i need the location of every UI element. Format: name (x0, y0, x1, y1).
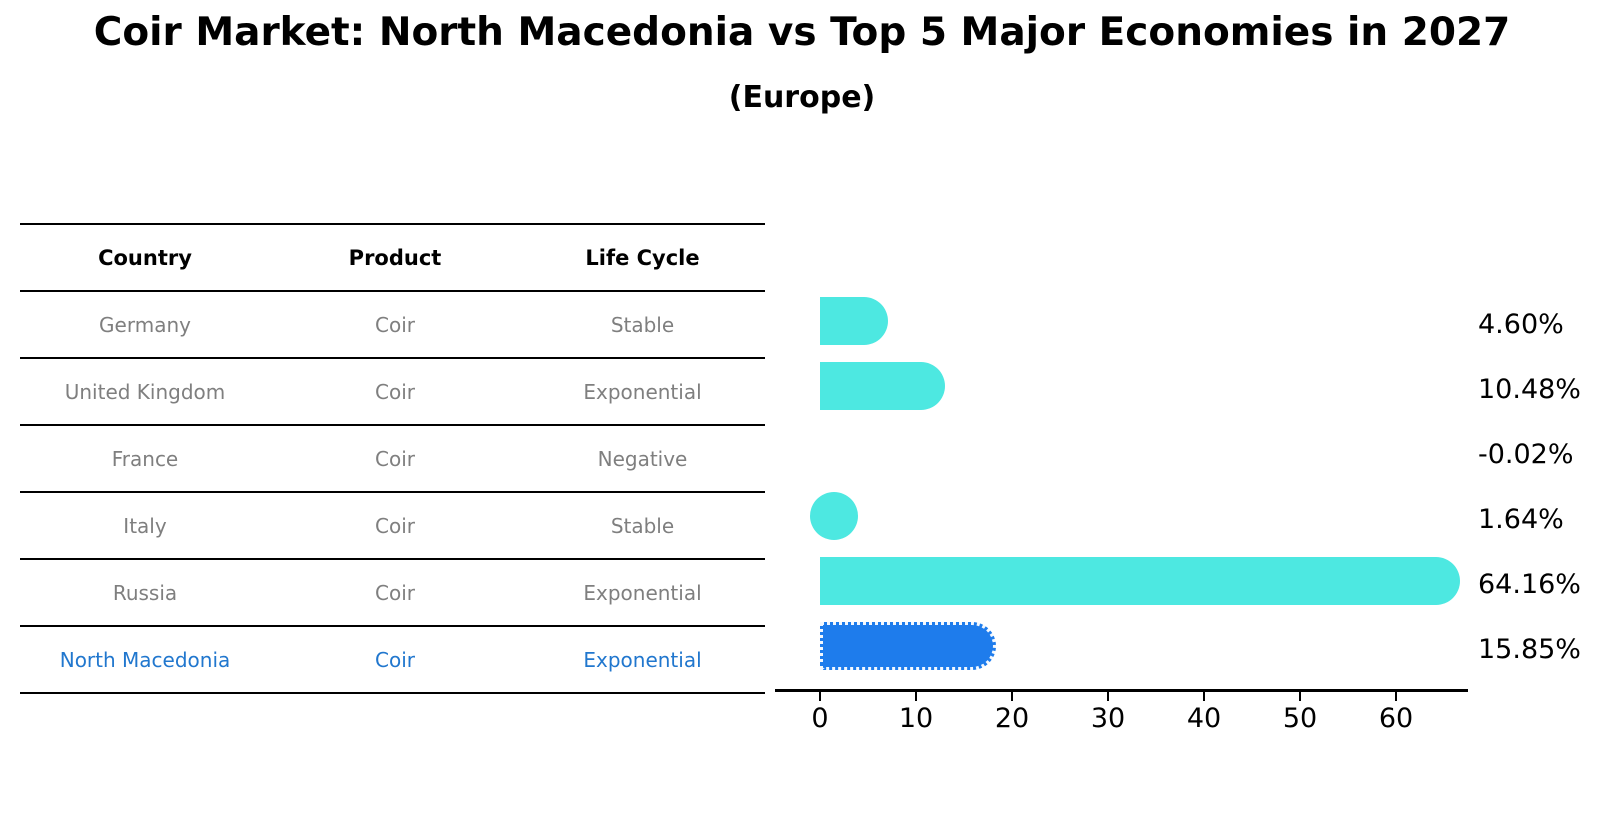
table-cell-life-cycle: Stable (610, 513, 675, 538)
table-header-row: Country Product Life Cycle (20, 223, 765, 292)
x-axis-tick-label: 30 (1090, 703, 1126, 734)
x-axis-tick-label: 50 (1282, 703, 1318, 734)
x-axis-tick (1107, 692, 1109, 701)
table-cell-country: United Kingdom (64, 379, 226, 404)
value-label: 4.60% (1478, 308, 1564, 340)
value-label: 1.64% (1478, 503, 1564, 535)
table-row: North Macedonia Coir Exponential (20, 627, 765, 694)
table-cell-country: North Macedonia (59, 647, 231, 672)
chart-title: Coir Market: North Macedonia vs Top 5 Ma… (93, 10, 1511, 55)
bar-russia (820, 556, 1460, 605)
table-cell-product: Coir (375, 312, 415, 337)
bar-united-kingdom (820, 361, 945, 410)
bar-north-macedonia (820, 621, 997, 670)
x-axis-tick-label: 40 (1186, 703, 1222, 734)
table-header-cell: Product (348, 245, 442, 270)
table-cell-product: Coir (375, 647, 415, 672)
x-axis-tick-label: 20 (994, 703, 1030, 734)
table-cell-life-cycle: Exponential (583, 379, 702, 404)
x-axis-line (775, 689, 1468, 692)
table-cell-life-cycle: Stable (610, 312, 675, 337)
table-cell-product: Coir (375, 379, 415, 404)
x-axis-tick-label: 60 (1378, 703, 1414, 734)
table-cell-life-cycle: Exponential (583, 580, 702, 605)
table-header-cell: Life Cycle (585, 245, 700, 270)
x-axis-tick (1203, 692, 1205, 701)
table-cell-product: Coir (375, 446, 415, 471)
table-row: France Coir Negative (20, 426, 765, 493)
chart-subtitle: (Europe) (728, 80, 876, 115)
table-cell-life-cycle: Negative (597, 446, 688, 471)
table-row: Italy Coir Stable (20, 493, 765, 560)
x-axis-tick-label: 10 (898, 703, 934, 734)
table-cell-country: Germany (99, 312, 191, 337)
x-axis-tick (1395, 692, 1397, 701)
x-axis-tick (819, 692, 821, 701)
table-row: United Kingdom Coir Exponential (20, 359, 765, 426)
value-label: 15.85% (1478, 633, 1581, 665)
x-axis-tick-label: 0 (811, 703, 829, 734)
comparison-table: Country Product Life Cycle Germany Coir Stab… (20, 223, 765, 694)
table-row: Germany Coir Stable (20, 292, 765, 359)
bar-germany (820, 296, 889, 345)
table-header-cell: Country (98, 245, 192, 270)
table-cell-life-cycle: Exponential (583, 647, 702, 672)
x-axis-tick (1011, 692, 1013, 701)
table-cell-country: France (111, 446, 179, 471)
table-cell-country: Russia (112, 580, 178, 605)
table-body: Germany Coir Stable United Kingdom Coir Expon… (20, 292, 765, 694)
table-cell-product: Coir (375, 513, 415, 538)
value-label: 64.16% (1478, 568, 1581, 600)
x-axis-tick (1299, 692, 1301, 701)
x-axis-tick (915, 692, 917, 701)
table-cell-product: Coir (375, 580, 415, 605)
value-label: -0.02% (1478, 438, 1574, 470)
table-cell-country: Italy (123, 513, 167, 538)
table-row: Russia Coir Exponential (20, 560, 765, 627)
bar-italy (810, 491, 858, 540)
value-label: 10.48% (1478, 373, 1581, 405)
